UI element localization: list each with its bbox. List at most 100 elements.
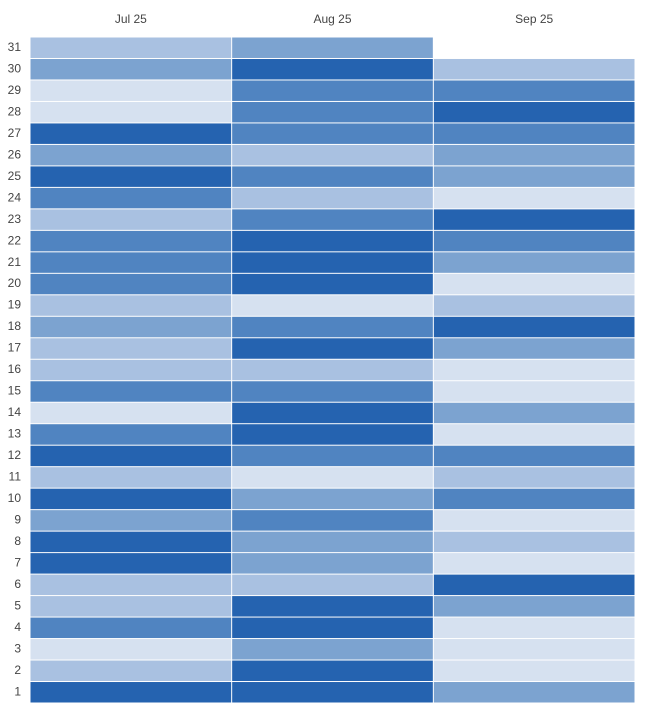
heat-cell — [433, 617, 635, 639]
heat-cell — [232, 166, 433, 187]
heat-cell — [30, 273, 232, 295]
heat-cell — [232, 531, 433, 553]
heat-cell — [433, 230, 635, 252]
row-label: 22 — [8, 233, 22, 247]
heat-cell — [433, 553, 635, 574]
heat-cell — [30, 230, 232, 252]
heat-cell — [30, 37, 232, 58]
row-label: 21 — [8, 255, 22, 269]
heat-cell — [232, 80, 433, 101]
heat-cell — [30, 488, 232, 510]
heat-cell — [232, 424, 433, 445]
heat-cell — [30, 58, 232, 80]
heat-cell — [232, 187, 433, 209]
heat-cell — [433, 80, 635, 101]
row-label: 11 — [9, 470, 22, 484]
heat-cell — [232, 510, 433, 531]
heat-cell — [30, 553, 232, 574]
heat-cell — [433, 144, 635, 166]
heat-cell — [433, 295, 635, 316]
heat-cell — [30, 445, 232, 467]
heat-cell — [30, 402, 232, 424]
heat-cell — [232, 101, 433, 123]
heat-cell — [232, 230, 433, 252]
row-label: 6 — [14, 577, 21, 591]
heat-cell — [30, 381, 232, 402]
heat-cell — [30, 123, 232, 144]
heat-cell — [433, 531, 635, 553]
row-label: 4 — [14, 620, 21, 634]
heat-cell — [433, 574, 635, 596]
heat-cell — [232, 596, 433, 617]
row-label: 24 — [8, 190, 22, 204]
heat-cell — [30, 295, 232, 316]
heat-cell — [433, 209, 635, 230]
row-label: 12 — [8, 448, 22, 462]
heat-cell — [232, 402, 433, 424]
heat-cell — [232, 660, 433, 682]
row-label: 14 — [8, 405, 22, 419]
heat-cell — [30, 639, 232, 660]
heat-cell — [30, 359, 232, 381]
row-label: 20 — [8, 276, 22, 290]
heat-cell — [232, 359, 433, 381]
heat-cell — [232, 58, 433, 80]
heat-cell — [232, 488, 433, 510]
row-label: 30 — [8, 61, 22, 75]
row-label: 18 — [8, 319, 22, 333]
heat-cell — [30, 574, 232, 596]
heat-cell — [433, 316, 635, 338]
heat-cell — [232, 316, 433, 338]
heat-cell — [433, 660, 635, 682]
heat-cell — [433, 58, 635, 80]
row-label: 31 — [8, 40, 22, 54]
row-label: 19 — [8, 298, 22, 312]
heat-cell — [232, 682, 433, 703]
heat-cell — [232, 445, 433, 467]
heat-cell — [232, 273, 433, 295]
heat-cell — [30, 660, 232, 682]
heat-cell — [30, 101, 232, 123]
row-label: 15 — [8, 384, 22, 398]
heat-cell — [433, 123, 635, 144]
row-label: 1 — [14, 684, 21, 698]
heat-cell — [232, 381, 433, 402]
heat-cell — [232, 144, 433, 166]
heat-cell — [433, 252, 635, 273]
row-label: 29 — [8, 83, 22, 97]
row-label: 17 — [8, 341, 22, 355]
row-label: 3 — [14, 641, 21, 655]
heat-cell — [30, 209, 232, 230]
heat-cell — [232, 467, 433, 488]
heat-cell — [433, 359, 635, 381]
heat-cell — [232, 574, 433, 596]
row-label: 7 — [14, 556, 21, 570]
heat-cell — [433, 187, 635, 209]
row-label: 23 — [8, 212, 22, 226]
heat-cell — [232, 252, 433, 273]
row-label: 27 — [8, 126, 22, 140]
column-label: Sep 25 — [515, 12, 553, 26]
heat-cell — [433, 488, 635, 510]
heat-cell — [232, 639, 433, 660]
heat-cell — [232, 295, 433, 316]
heat-cell — [433, 445, 635, 467]
heat-cell — [232, 338, 433, 359]
heat-cell — [30, 531, 232, 553]
row-label: 9 — [14, 513, 21, 527]
heat-cell — [30, 596, 232, 617]
row-label: 5 — [14, 598, 21, 612]
row-label: 28 — [8, 104, 22, 118]
row-label: 10 — [8, 491, 22, 505]
column-label: Jul 25 — [115, 12, 147, 26]
heat-cell — [433, 596, 635, 617]
heat-cell — [30, 510, 232, 531]
row-label: 2 — [14, 663, 21, 677]
row-label: 8 — [14, 534, 21, 548]
row-label: 26 — [8, 147, 22, 161]
heat-cell — [30, 467, 232, 488]
heat-cell — [30, 424, 232, 445]
heat-cell — [433, 639, 635, 660]
heat-cell — [30, 80, 232, 101]
